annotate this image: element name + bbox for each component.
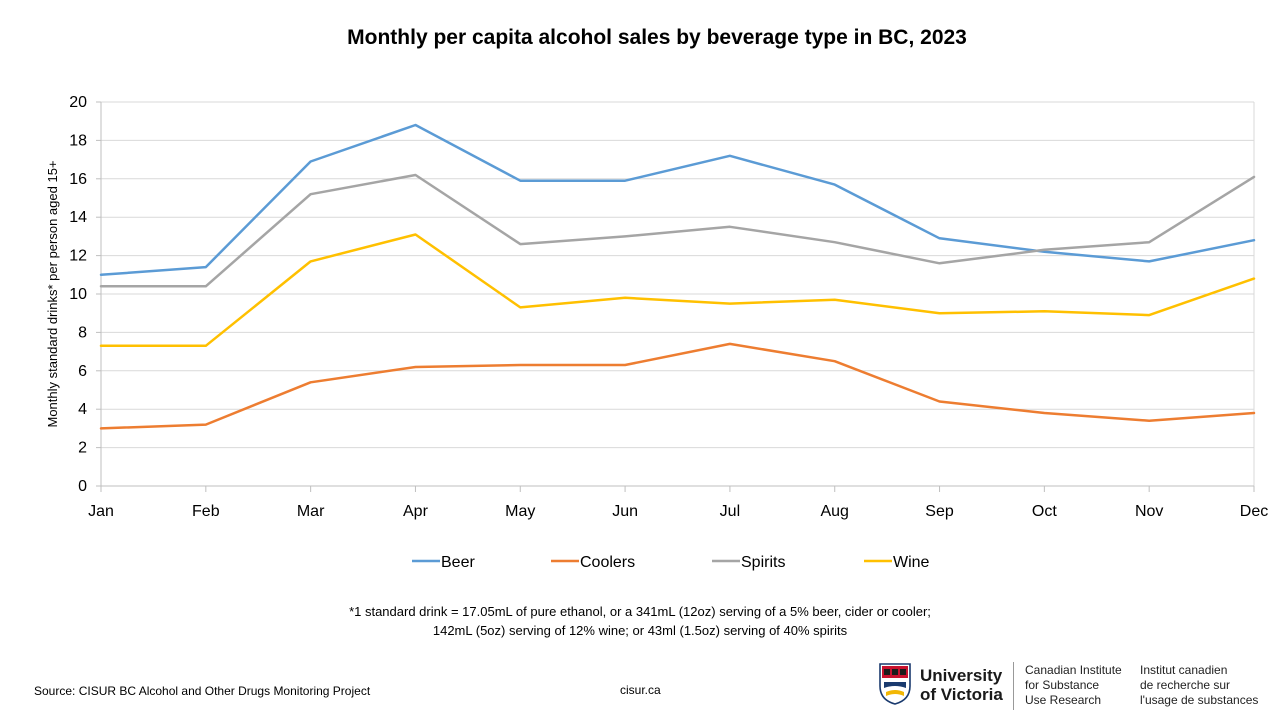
x-tick-label: Jan <box>88 503 114 520</box>
legend: Beer Coolers Spirits Wine <box>412 554 930 571</box>
series-line-coolers <box>99 342 1256 430</box>
cisur-fr-line-2: de recherche sur <box>1140 678 1231 692</box>
y-tick-label: 2 <box>78 440 87 457</box>
y-tick-label: 14 <box>69 209 87 226</box>
footnote: *1 standard drink = 17.05mL of pure etha… <box>250 602 1030 640</box>
x-tick-label: Apr <box>403 503 429 520</box>
cisur-english-name: Canadian Institute for Substance Use Res… <box>1025 663 1122 708</box>
cisur-french-name: Institut canadien de recherche sur l'usa… <box>1140 663 1258 708</box>
y-tick-label: 10 <box>69 286 87 303</box>
x-tick-label: Feb <box>192 503 220 520</box>
series-line-wine <box>99 233 1256 348</box>
y-tick-label: 0 <box>78 478 87 495</box>
x-tick-label: Jul <box>720 503 740 520</box>
y-tick-label: 12 <box>69 248 87 265</box>
x-tick-label: Dec <box>1240 503 1268 520</box>
cisur-en-line-1: Canadian Institute <box>1025 663 1122 677</box>
x-tick-label: Jun <box>612 503 638 520</box>
y-tick-label: 8 <box>78 324 87 341</box>
x-tick-label: May <box>505 503 535 520</box>
x-tick-labels: Jan Feb Mar Apr May Jun Jul Aug Sep Oct Nov Dec <box>88 503 1268 520</box>
series-line-spirits <box>99 173 1256 288</box>
footnote-line-2: 142mL (5oz) serving of 12% wine; or 43ml… <box>432 623 848 638</box>
uvic-crest-icon <box>879 663 911 705</box>
legend-label-wine: Wine <box>893 554 930 571</box>
y-tick-label: 20 <box>69 94 87 111</box>
uvic-wordmark: University of Victoria <box>920 666 1003 704</box>
gridlines <box>101 101 1255 486</box>
cisur-fr-line-1: Institut canadien <box>1140 663 1228 677</box>
y-tick-label: 18 <box>69 132 87 149</box>
uvic-cisur-logo: University of Victoria Canadian Institut… <box>876 660 1276 716</box>
cisur-en-line-3: Use Research <box>1025 693 1102 707</box>
y-tick-labels: 0 2 4 6 8 10 12 14 16 18 20 <box>69 94 87 495</box>
y-tick-label: 16 <box>69 171 87 188</box>
x-tick-label: Oct <box>1032 503 1057 520</box>
x-tick-label: Mar <box>297 503 325 520</box>
x-tick-label: Aug <box>820 503 848 520</box>
line-chart: 0 2 4 6 8 10 12 14 16 18 20 Jan Feb Mar Apr May Jun Jul A… <box>45 94 1268 571</box>
footnote-line-1: *1 standard drink = 17.05mL of pure etha… <box>349 604 931 619</box>
uvic-line-2: of Victoria <box>920 685 1003 704</box>
y-tick-label: 4 <box>78 401 87 418</box>
logo-divider <box>1013 662 1014 710</box>
x-tick-label: Sep <box>925 503 954 520</box>
x-tick-label: Nov <box>1135 503 1163 520</box>
legend-label-coolers: Coolers <box>580 554 635 571</box>
chart-title: Monthly per capita alcohol sales by beve… <box>347 26 967 49</box>
series-lines <box>99 123 1256 430</box>
cisur-fr-line-3: l'usage de substances <box>1140 693 1259 707</box>
y-axis-label: Monthly standard drinks* per person aged… <box>45 160 60 427</box>
source-text: Source: CISUR BC Alcohol and Other Drugs… <box>34 684 371 698</box>
legend-label-spirits: Spirits <box>741 554 785 571</box>
site-link[interactable]: cisur.ca <box>620 683 661 697</box>
legend-label-beer: Beer <box>441 554 475 571</box>
y-tick-label: 6 <box>78 363 87 380</box>
cisur-en-line-2: for Substance <box>1025 678 1100 692</box>
axes <box>96 101 1255 492</box>
series-line-beer <box>99 123 1256 277</box>
uvic-line-1: University <box>920 666 1003 685</box>
